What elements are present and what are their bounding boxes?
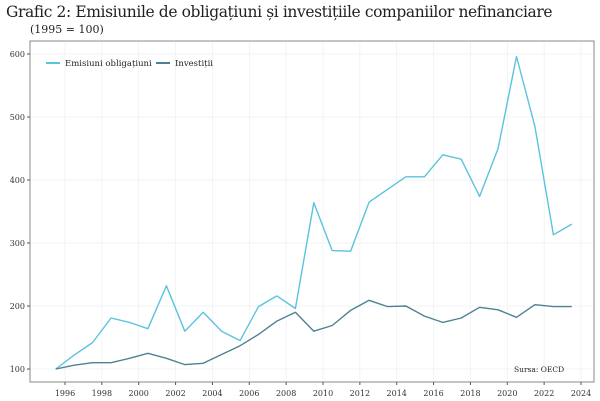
x-tick-label: 2014 — [387, 389, 407, 398]
x-tick-label: 2016 — [423, 389, 443, 398]
x-tick-label: 2018 — [460, 389, 480, 398]
x-tick-label: 1996 — [55, 389, 75, 398]
x-tick-label: 2022 — [534, 389, 554, 398]
x-tick-label: 2006 — [239, 389, 259, 398]
x-tick-label: 2004 — [202, 389, 222, 398]
x-tick-label: 2012 — [350, 389, 370, 398]
x-tick-label: 1998 — [92, 389, 112, 398]
x-tick-label: 2010 — [313, 389, 333, 398]
chart-title: Grafic 2: Emisiunile de obligațiuni și i… — [6, 3, 553, 21]
x-tick-label: 2000 — [129, 389, 149, 398]
series-line-investitii — [55, 299, 572, 370]
source-note: Sursa: OECD — [514, 365, 564, 374]
legend-label-investitii: Investiții — [175, 59, 213, 69]
x-tick-label: 2024 — [571, 389, 591, 398]
series-line-emisiuni — [55, 55, 573, 370]
y-tick-label: 400 — [10, 176, 25, 185]
x-tick-label: 2002 — [165, 389, 185, 398]
legend-label-emisiuni: Emisiuni obligațiuni — [65, 59, 152, 69]
plot-frame — [29, 40, 595, 383]
legend: Emisiuni obligațiuni Investiții — [46, 59, 213, 69]
x-tick-label: 2020 — [497, 389, 517, 398]
y-tick-label: 200 — [10, 302, 25, 311]
grid — [31, 42, 593, 381]
chart-subtitle: (1995 = 100) — [30, 23, 104, 36]
axes: 100 200 300 400 500 600 1996 1998 2000 2002 2004 20… — [10, 50, 591, 398]
y-tick-label: 600 — [10, 50, 25, 59]
y-tick-label: 100 — [10, 365, 25, 374]
y-tick-label: 300 — [10, 239, 25, 248]
series-lines — [55, 55, 573, 370]
x-tick-label: 2008 — [276, 389, 296, 398]
y-tick-label: 500 — [10, 113, 25, 122]
